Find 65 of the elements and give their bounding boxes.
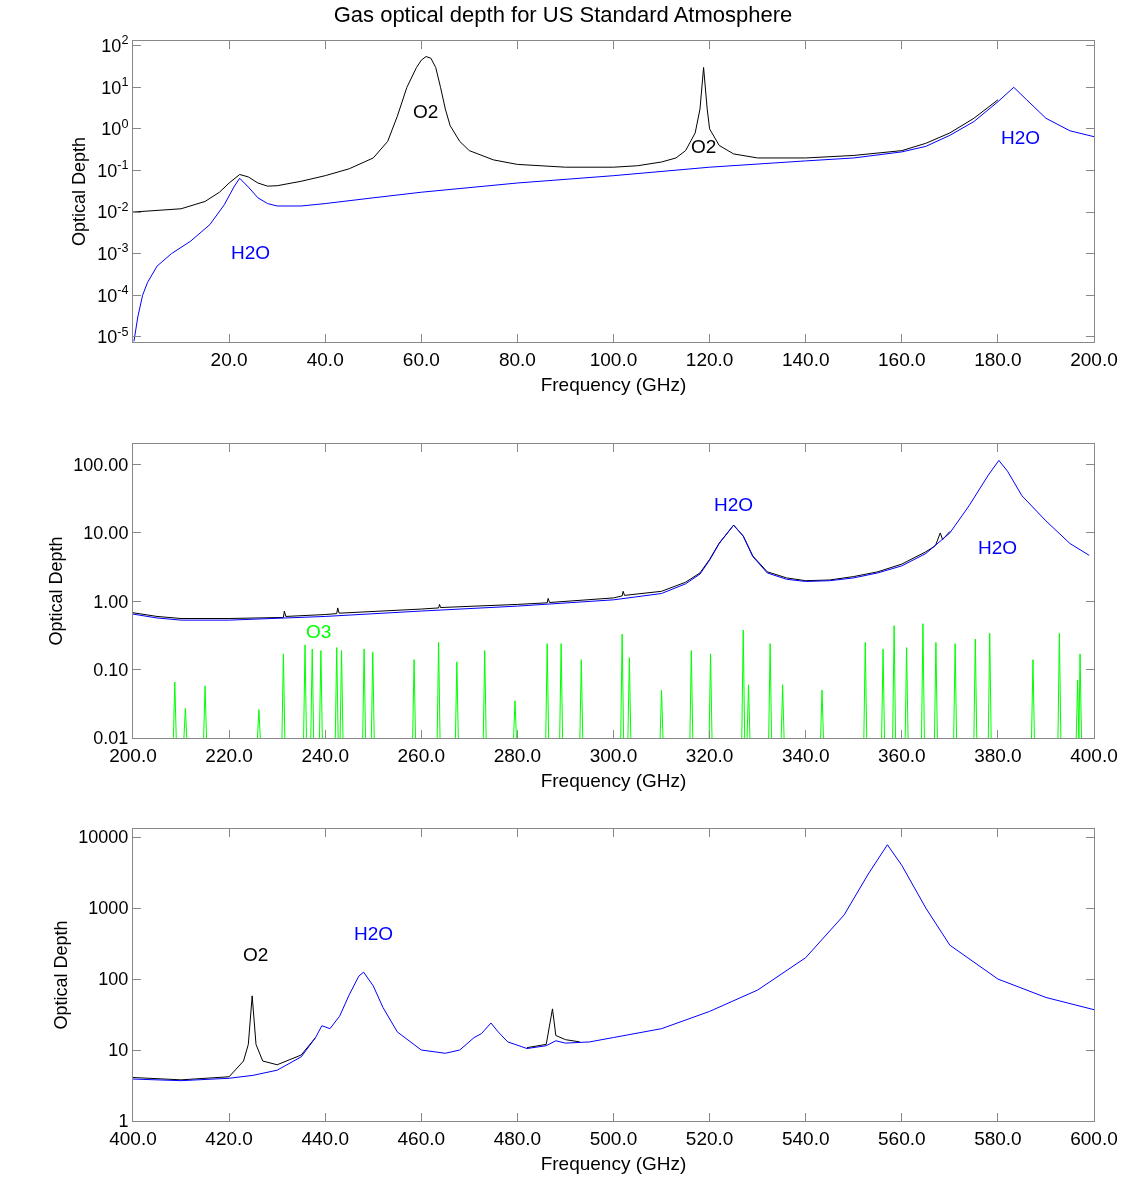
x-tick-label: 240.0 <box>301 744 349 766</box>
y-axis-title: Optical Depth <box>50 920 71 1030</box>
y-axis-title: Optical Depth <box>45 536 66 646</box>
y-tick-label: 10$^{-1}$ <box>97 158 129 181</box>
x-axis-title: Frequency (GHz) <box>540 1152 687 1174</box>
y-tick-label: 10$^{-3}$ <box>97 241 129 264</box>
x-tick-label: 80.0 <box>498 348 536 370</box>
x-axis-title: Frequency (GHz) <box>540 769 687 791</box>
x-tick-label: 440.0 <box>301 1127 349 1149</box>
x-tick-label: 400.0 <box>1070 744 1118 766</box>
line-series <box>133 86 1094 342</box>
text: H2O <box>978 537 1018 558</box>
annotation: O2 <box>691 136 717 157</box>
x-tick-label: 420.0 <box>205 1127 253 1149</box>
series-label: H2O <box>1001 127 1041 148</box>
y-tick-label: 1000 <box>88 898 129 919</box>
series-label: O3 <box>306 621 332 642</box>
y-axis-title: Optical Depth <box>69 136 90 247</box>
x-tick-label: 40.0 <box>306 348 344 370</box>
x-tick-label: 300.0 <box>589 744 638 766</box>
x-tick-label: 280.0 <box>493 744 542 766</box>
x-tick-label: 320.0 <box>685 744 734 766</box>
y-tick-label: 100.00 <box>73 454 129 475</box>
x-tick-label: 520.0 <box>685 1127 734 1149</box>
y-tick-label: 1.00 <box>93 591 129 612</box>
y-tick-label: 10$^{1}$ <box>101 75 129 98</box>
x-tick-label: 560.0 <box>878 1127 926 1149</box>
x-tick-label: 140.0 <box>781 348 830 370</box>
y-tick-label: 10$^{-5}$ <box>97 324 129 348</box>
x-tick-label: 60.0 <box>402 348 440 370</box>
line-series <box>133 844 1094 1082</box>
x-tick-label: 380.0 <box>974 744 1022 766</box>
y-tick-label: 0.10 <box>93 659 129 680</box>
y-tick-label: 10.00 <box>83 523 129 544</box>
x-tick-label: 480.0 <box>493 1127 542 1149</box>
x-tick-label: 500.0 <box>589 1127 638 1149</box>
x-tick-label: 540.0 <box>781 1127 830 1149</box>
y-tick-label: 10$^{2}$ <box>101 33 129 57</box>
x-tick-label: 120.0 <box>685 348 734 370</box>
y-tick-label: 10$^{-4}$ <box>97 282 129 306</box>
series-label: H2O <box>714 494 754 515</box>
y-tick-label: 10000 <box>78 827 129 848</box>
x-tick-label: 580.0 <box>974 1127 1022 1149</box>
chart-title: Gas optical depth for US Standard Atmosphere <box>333 1 793 27</box>
x-tick-label: 260.0 <box>397 744 446 766</box>
y-tick-label: 10 <box>108 1040 129 1061</box>
x-tick-label: 460.0 <box>397 1127 446 1149</box>
x-tick-label: 180.0 <box>974 348 1022 370</box>
x-tick-label: 20.0 <box>210 348 248 370</box>
x-tick-label: 220.0 <box>205 744 253 766</box>
x-axis-title: Frequency (GHz) <box>540 373 687 395</box>
y-tick-label: 10$^{-2}$ <box>97 199 129 223</box>
x-tick-label: 340.0 <box>781 744 830 766</box>
x-tick-label: 360.0 <box>878 744 926 766</box>
text: H2O <box>231 242 271 263</box>
y-tick-label: 10$^{0}$ <box>101 116 129 140</box>
y-tick-label: 100 <box>98 969 129 990</box>
annotation: O2 <box>243 944 269 965</box>
x-tick-label: 200.0 <box>1070 348 1118 370</box>
x-tick-label: 100.0 <box>589 348 638 370</box>
series-label: H2O <box>354 923 394 944</box>
line-series <box>133 459 1090 621</box>
annotation: O2 <box>413 101 439 122</box>
x-tick-label: 160.0 <box>878 348 926 370</box>
x-tick-label: 600.0 <box>1070 1127 1118 1149</box>
